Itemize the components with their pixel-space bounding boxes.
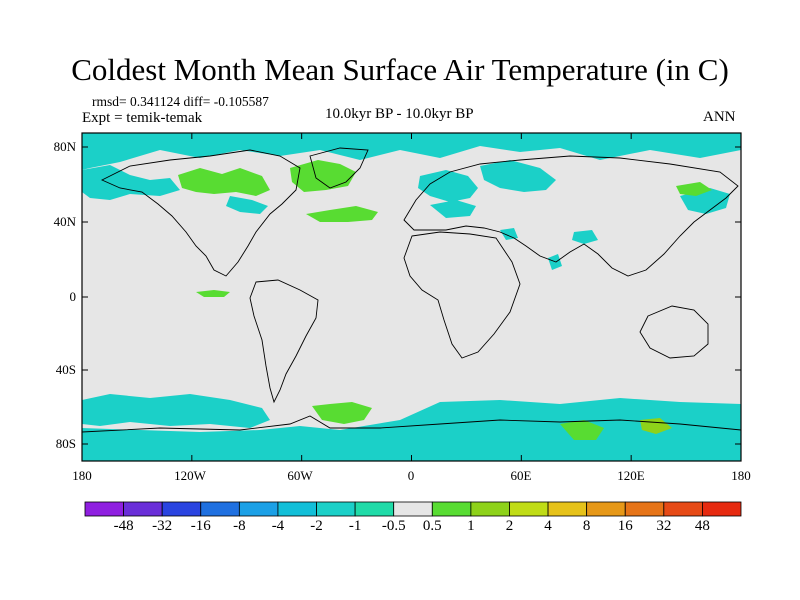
colorbar-label: 1 <box>467 518 475 534</box>
arabia-cool-patch <box>500 228 518 240</box>
coastlines <box>81 147 742 433</box>
colorbar-label: 4 <box>544 518 552 534</box>
colorbar-swatch <box>586 501 626 517</box>
lon-label-120e: 120E <box>617 468 645 483</box>
lon-label-180e: 180 <box>731 468 751 483</box>
colorbar-label: 0.5 <box>422 518 442 534</box>
colorbar-swatch <box>277 501 317 517</box>
colorbar-label: -1 <box>348 518 362 534</box>
colorbar-swatch <box>200 501 240 517</box>
north-america-outline <box>100 149 301 277</box>
siberia-cool-patch <box>480 160 556 192</box>
north-america-warm-patch <box>178 168 270 196</box>
colorbar-label: 48 <box>694 518 710 534</box>
colorbar-swatch <box>238 501 279 517</box>
colorbar-swatch <box>431 501 472 517</box>
colorbar-swatch <box>354 501 395 517</box>
scandinavia-cool-patch <box>418 170 478 202</box>
colorbar-swatch <box>393 501 433 517</box>
india-cool-patch <box>572 230 598 244</box>
europe-asia-outline <box>403 155 739 277</box>
lon-label-60e: 60E <box>510 468 532 483</box>
antarctica-outline <box>81 415 742 433</box>
indian-ocean-warm-patch <box>560 420 604 440</box>
lat-label-40s: 40S <box>55 362 76 377</box>
alaska-cool-patch <box>82 165 180 200</box>
colorbar-label: -0.5 <box>381 518 406 534</box>
colorbar-label: -4 <box>271 518 285 534</box>
colorbar-swatch <box>663 501 703 517</box>
australia-outline <box>639 305 709 359</box>
colorbar-label: -16 <box>190 518 211 534</box>
lon-label-60w: 60W <box>287 468 313 483</box>
south-pacific-cool-patch <box>82 394 270 428</box>
east-asia-warm-patch <box>676 182 712 196</box>
colorbar-swatch <box>702 501 742 517</box>
period-label: 10.0kyr BP - 10.0kyr BP <box>325 106 474 122</box>
south-america-outline <box>249 279 319 404</box>
equatorial-atlantic-warm-patch <box>196 290 230 297</box>
hudson-cool-patch <box>226 196 268 214</box>
colorbar-swatch <box>84 501 124 517</box>
colorbar-swatch <box>547 501 588 517</box>
anomaly-patches <box>82 133 741 461</box>
antarctic-ring-cool-patch <box>82 398 741 461</box>
lat-label-80n: 80N <box>53 139 76 154</box>
lat-label-40n: 40N <box>53 214 76 229</box>
colorbar-label: 32 <box>656 518 672 534</box>
lon-label-0: 0 <box>407 468 415 483</box>
lat-label-0: 0 <box>69 289 77 304</box>
colorbar-swatch <box>509 501 549 517</box>
colorbar-swatch <box>316 501 356 517</box>
lon-label-180w: 180 <box>72 468 92 483</box>
colorbar-swatch <box>123 501 163 517</box>
experiment-label: Expt = temik-temak <box>82 110 203 126</box>
arctic-cool-patch <box>82 133 741 170</box>
colorbar-label: -32 <box>152 518 173 534</box>
colorbar <box>84 501 742 517</box>
colorbar-label: 16 <box>617 518 633 534</box>
colorbar-label: 2 <box>505 518 514 534</box>
greenland-outline <box>309 147 369 189</box>
colorbar-label: -8 <box>233 518 246 534</box>
weddell-warm-patch <box>312 402 372 424</box>
north-atlantic-warm-patch <box>306 206 378 222</box>
africa-outline <box>403 231 521 359</box>
statistics-label: rmsd= 0.341124 diff= -0.105587 <box>92 94 269 109</box>
colorbar-swatch <box>470 501 510 517</box>
colorbar-label: 8 <box>582 518 591 534</box>
colorbar-label: -48 <box>113 518 134 534</box>
colorbar-label: -2 <box>310 518 323 534</box>
axis-ticks <box>81 133 742 461</box>
season-label: ANN <box>703 109 736 125</box>
lon-label-120w: 120W <box>174 468 206 483</box>
map-title: Coldest Month Mean Surface Air Temperatu… <box>71 52 729 87</box>
central-asia-cool-patch <box>430 200 476 218</box>
lat-label-80s: 80S <box>55 436 76 451</box>
colorbar-swatch <box>161 501 202 517</box>
colorbar-swatch <box>624 501 665 517</box>
